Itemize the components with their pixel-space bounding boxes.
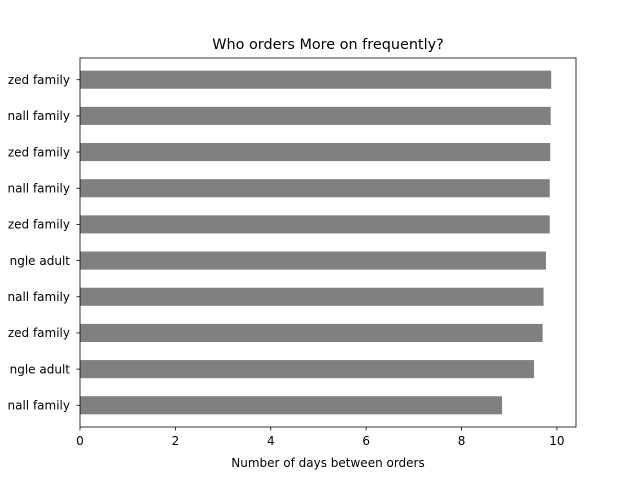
y-tick-label: ngle adult <box>10 362 71 376</box>
bar <box>80 396 503 415</box>
x-tick-label: 10 <box>549 434 564 448</box>
bar <box>80 143 551 162</box>
y-tick-label: zed family <box>8 218 70 232</box>
x-tick-label: 0 <box>76 434 84 448</box>
bar <box>80 70 552 89</box>
bar <box>80 323 543 342</box>
bar <box>80 287 544 306</box>
bar <box>80 360 535 379</box>
plot-frame <box>79 57 577 428</box>
axes-layer: nall family ngle adult zed family nall fami… <box>8 57 577 448</box>
x-tick-label: 2 <box>172 434 180 448</box>
y-tick-label: nall family <box>8 109 70 123</box>
y-tick-label: ngle adult <box>10 254 71 268</box>
bar <box>80 251 546 270</box>
y-tick-label: zed family <box>8 73 70 87</box>
bar <box>80 179 550 198</box>
x-tick-label: 8 <box>458 434 466 448</box>
y-tick-label: nall family <box>8 399 70 413</box>
bar <box>80 106 551 125</box>
bars-layer <box>80 70 552 415</box>
y-tick-label: zed family <box>8 326 70 340</box>
x-tick-label: 4 <box>267 434 275 448</box>
y-tick-label: nall family <box>8 182 70 196</box>
bar <box>80 215 550 234</box>
x-tick-label: 6 <box>362 434 370 448</box>
x-axis-title: Number of days between orders <box>231 456 425 470</box>
y-tick-label: zed family <box>8 145 70 159</box>
chart-title: Who orders More on frequently? <box>212 37 443 53</box>
y-tick-label: nall family <box>8 290 70 304</box>
